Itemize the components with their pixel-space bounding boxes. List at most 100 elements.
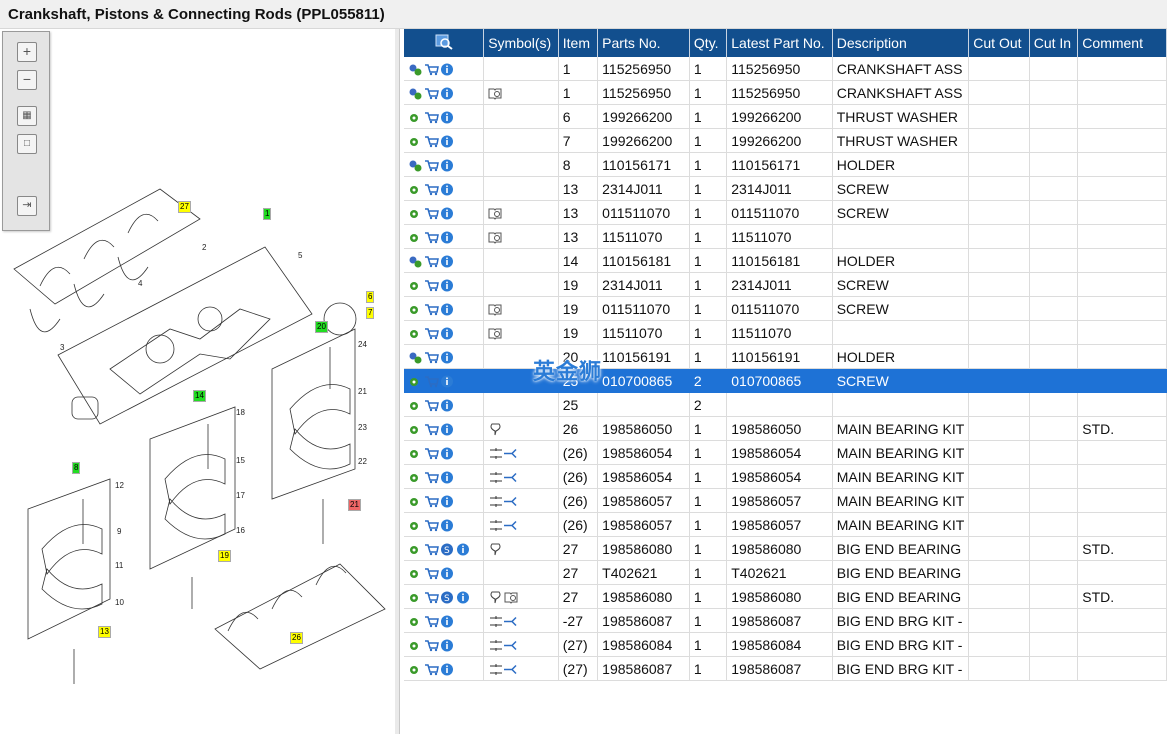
callout-9[interactable]: 9 [117, 527, 122, 536]
comment-cell[interactable] [1077, 200, 1167, 225]
table-row[interactable]: S 27 198586080 1 198586080 BIG END BEARING STD… [404, 536, 1167, 561]
gear-icon[interactable] [408, 135, 423, 148]
callout-15[interactable]: 15 [236, 456, 245, 465]
qty-cell[interactable]: 1 [689, 248, 728, 273]
description-cell[interactable]: MAIN BEARING KIT [832, 416, 970, 441]
gear-icon[interactable] [408, 303, 423, 316]
info-icon[interactable] [440, 351, 455, 364]
cut-in-cell[interactable] [1029, 128, 1079, 153]
qty-cell[interactable]: 1 [689, 560, 728, 585]
gear-icon[interactable] [408, 183, 423, 196]
cut-out-cell[interactable] [968, 320, 1030, 345]
comment-cell[interactable] [1077, 248, 1167, 273]
cart-icon[interactable] [424, 279, 439, 292]
callout-22[interactable]: 22 [358, 457, 367, 466]
cart-icon[interactable] [424, 303, 439, 316]
cut-in-cell[interactable] [1029, 464, 1079, 489]
qty-cell[interactable]: 1 [689, 200, 728, 225]
gear-icon[interactable] [408, 615, 423, 628]
cart-icon[interactable] [424, 495, 439, 508]
symbols-cell[interactable] [483, 296, 559, 321]
supersession-icon[interactable]: S [440, 543, 455, 556]
item-cell[interactable]: 25 [558, 368, 599, 393]
symbols-cell[interactable] [483, 440, 559, 465]
info-icon[interactable] [440, 135, 455, 148]
parts-no-cell[interactable]: 198586087 [597, 608, 690, 633]
cut-out-cell[interactable] [968, 104, 1030, 129]
qty-cell[interactable]: 1 [689, 224, 728, 249]
parts-no-cell[interactable]: 115256950 [597, 57, 690, 81]
callout-21-red[interactable]: 21 [348, 499, 361, 511]
cart-icon[interactable] [424, 351, 439, 364]
item-cell[interactable]: 13 [558, 224, 599, 249]
callout-16[interactable]: 16 [236, 526, 245, 535]
parts-no-cell[interactable]: 011511070 [597, 296, 690, 321]
cart-icon[interactable] [424, 207, 439, 220]
item-cell[interactable]: 14 [558, 248, 599, 273]
parts-no-cell[interactable]: T402621 [597, 560, 690, 585]
icons-cell[interactable] [404, 152, 485, 177]
cart-icon[interactable] [424, 447, 439, 460]
column-header-latest-part-no[interactable]: Latest Part No. [726, 29, 833, 57]
table-row[interactable]: (26) 198586057 1 198586057 MAIN BEARING KIT [404, 488, 1167, 513]
gear-multi-icon[interactable] [408, 255, 423, 268]
icons-cell[interactable] [404, 128, 485, 153]
diagram-panel[interactable]: 27 2 3 4 5 6 7 1 20 24 21 23 22 21 14 18… [0, 29, 400, 734]
callout-5[interactable]: 5 [298, 251, 303, 260]
parts-no-cell[interactable]: 2314J011 [597, 176, 690, 201]
parts-no-cell[interactable]: 198586050 [597, 416, 690, 441]
symbols-cell[interactable] [483, 560, 559, 585]
exploded-parts-diagram[interactable] [0, 29, 399, 734]
book-icon[interactable] [488, 231, 503, 245]
book-icon[interactable] [488, 87, 503, 101]
cut-in-cell[interactable] [1029, 560, 1079, 585]
qty-cell[interactable]: 1 [689, 584, 728, 609]
description-cell[interactable]: SCREW [832, 176, 970, 201]
table-row[interactable]: (27) 198586087 1 198586087 BIG END BRG KIT - [404, 656, 1167, 681]
cut-out-cell[interactable] [968, 464, 1030, 489]
qty-cell[interactable]: 1 [689, 344, 728, 369]
comment-cell[interactable] [1077, 368, 1167, 393]
latest-part-no-cell[interactable]: 198586087 [726, 608, 833, 633]
qty-cell[interactable]: 1 [689, 320, 728, 345]
icons-cell[interactable]: S [404, 536, 485, 561]
cut-out-cell[interactable] [968, 152, 1030, 177]
item-cell[interactable]: -27 [558, 608, 599, 633]
info-icon[interactable] [440, 399, 455, 412]
table-row[interactable]: (26) 198586054 1 198586054 MAIN BEARING KIT [404, 440, 1167, 465]
split-arrow-icon[interactable] [488, 663, 520, 676]
info-icon[interactable] [440, 327, 455, 340]
parts-no-cell[interactable]: 198586057 [597, 488, 690, 513]
icons-cell[interactable] [404, 488, 485, 513]
cart-icon[interactable] [424, 135, 439, 148]
cart-icon[interactable] [424, 63, 439, 76]
table-row[interactable]: 1 115256950 1 115256950 CRANKSHAFT ASS [404, 57, 1167, 81]
comment-cell[interactable] [1077, 344, 1167, 369]
comment-cell[interactable]: STD. [1077, 584, 1167, 609]
callout-14[interactable]: 14 [193, 390, 206, 402]
symbols-cell[interactable] [483, 608, 559, 633]
cut-out-cell[interactable] [968, 344, 1030, 369]
table-row[interactable]: S 27 198586080 1 198586080 BIG END BEARING STD… [404, 584, 1167, 609]
comment-cell[interactable] [1077, 104, 1167, 129]
latest-part-no-cell[interactable]: 199266200 [726, 104, 833, 129]
symbols-cell[interactable] [483, 416, 559, 441]
info-icon[interactable] [440, 63, 455, 76]
book-icon[interactable] [488, 303, 503, 317]
item-cell[interactable]: (26) [558, 488, 599, 513]
icons-cell[interactable] [404, 344, 485, 369]
cut-in-cell[interactable] [1029, 57, 1079, 81]
column-header-symbols[interactable]: Symbol(s) [483, 29, 559, 57]
table-row[interactable]: 13 2314J011 1 2314J011 SCREW [404, 176, 1167, 201]
gear-multi-icon[interactable] [408, 159, 423, 172]
description-cell[interactable]: SCREW [832, 368, 970, 393]
description-cell[interactable]: HOLDER [832, 344, 970, 369]
symbols-cell[interactable] [483, 57, 559, 81]
item-cell[interactable]: 6 [558, 104, 599, 129]
info-icon[interactable] [440, 375, 455, 388]
description-cell[interactable]: BIG END BRG KIT - [832, 632, 970, 657]
gear-icon[interactable] [408, 639, 423, 652]
symbols-cell[interactable] [483, 368, 559, 393]
qty-cell[interactable]: 1 [689, 536, 728, 561]
description-cell[interactable]: BIG END BEARING [832, 584, 970, 609]
